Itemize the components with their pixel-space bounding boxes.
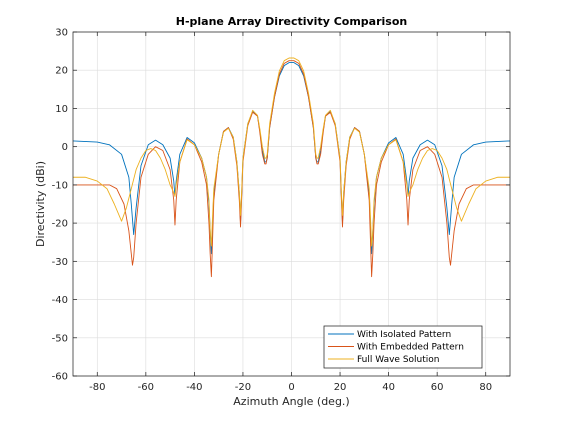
series-line-1 <box>73 62 510 255</box>
legend: With Isolated Pattern With Embedded Patte… <box>323 325 483 369</box>
y-tick-label: 10 <box>55 104 68 115</box>
y-tick-label: 0 <box>62 142 68 153</box>
y-tick-label: -10 <box>52 180 68 191</box>
x-tick-label: 60 <box>431 382 444 393</box>
y-tick-label: -20 <box>52 219 68 230</box>
x-axis-title: Azimuth Angle (deg.) <box>233 395 349 408</box>
legend-label: With Embedded Pattern <box>357 343 464 353</box>
y-tick-label: -60 <box>52 372 68 383</box>
series-layer <box>73 57 510 278</box>
tick-marks <box>73 31 510 377</box>
y-tick-label: -50 <box>52 333 68 344</box>
x-tick-label: 20 <box>334 382 347 393</box>
legend-label: With Isolated Pattern <box>357 330 451 340</box>
x-tick-label: 40 <box>382 382 395 393</box>
y-axis-title: Directivity (dBi) <box>34 161 47 247</box>
x-tick-label: 0 <box>288 382 294 393</box>
x-tick-label: 80 <box>479 382 492 393</box>
series-line-2 <box>73 60 510 278</box>
x-tick-labels: -80 -60 -40 -20 0 20 40 60 80 <box>89 382 492 393</box>
chart-title: H-plane Array Directivity Comparison <box>176 15 407 28</box>
y-tick-label: -40 <box>52 295 68 306</box>
series-line-3 <box>73 57 510 247</box>
x-tick-label: -60 <box>138 382 154 393</box>
legend-label: Full Wave Solution <box>357 355 439 365</box>
y-tick-label: 20 <box>55 66 68 77</box>
x-tick-label: -40 <box>186 382 202 393</box>
y-tick-label: 30 <box>55 28 68 39</box>
x-tick-label: -20 <box>235 382 251 393</box>
x-tick-label: -80 <box>89 382 105 393</box>
y-tick-labels: -60 -50 -40 -30 -20 -10 0 10 20 30 <box>52 28 68 383</box>
y-tick-label: -30 <box>52 257 68 268</box>
